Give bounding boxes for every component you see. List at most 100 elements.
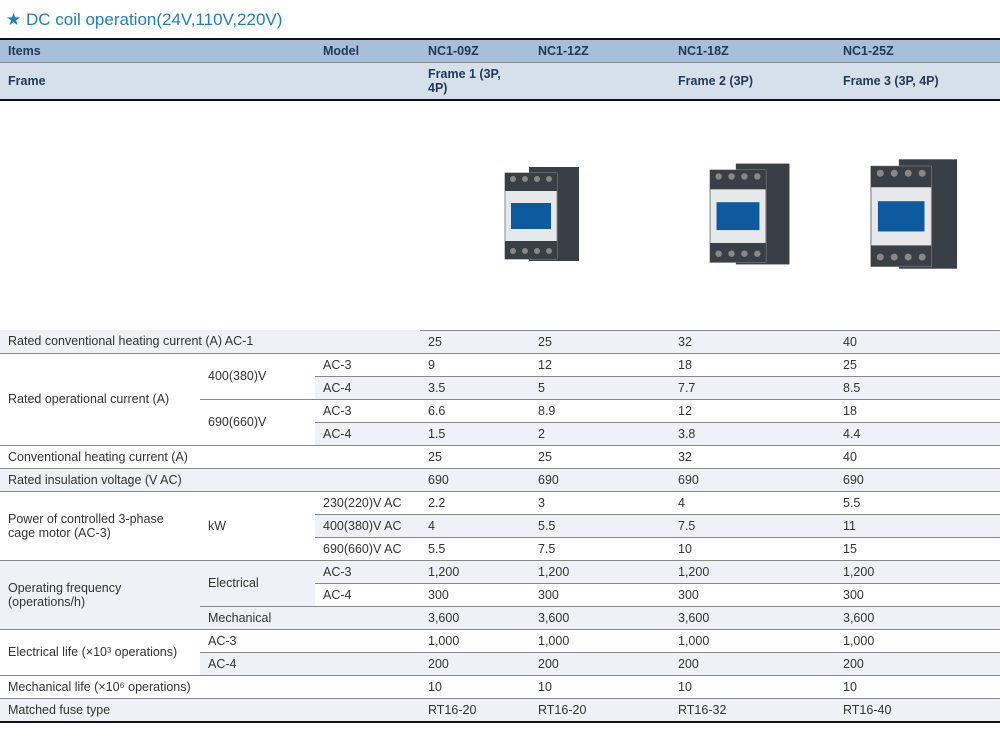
row-opfreq-ac3: Operating frequency (operations/h) Elect… bbox=[0, 560, 1000, 583]
cell: 7.5 bbox=[530, 537, 670, 560]
cell: 200 bbox=[530, 652, 670, 675]
cell: 18 bbox=[835, 399, 1000, 422]
label-ac3: AC-3 bbox=[315, 560, 420, 583]
row-power-230: Power of controlled 3-phase cage motor (… bbox=[0, 491, 1000, 514]
cell: 10 bbox=[420, 675, 530, 698]
cell: 200 bbox=[835, 652, 1000, 675]
header-row: Items Model NC1-09Z NC1-12Z NC1-18Z NC1-… bbox=[0, 39, 1000, 63]
label-power: Power of controlled 3-phase cage motor (… bbox=[0, 491, 200, 560]
cell: 25 bbox=[420, 445, 530, 468]
label-ac4: AC-4 bbox=[315, 376, 420, 399]
cell: 1,200 bbox=[530, 560, 670, 583]
spec-table: Items Model NC1-09Z NC1-12Z NC1-18Z NC1-… bbox=[0, 38, 1000, 723]
frame-2: Frame 2 (3P) bbox=[670, 63, 835, 101]
cell: 12 bbox=[530, 353, 670, 376]
contactor-icon bbox=[855, 150, 980, 278]
label-mechanical: Mechanical bbox=[200, 606, 420, 629]
cell: 7.7 bbox=[670, 376, 835, 399]
cell: 1,200 bbox=[835, 560, 1000, 583]
row-fuse: Matched fuse type RT16-20 RT16-20 RT16-3… bbox=[0, 698, 1000, 722]
label-400: 400(380)V AC bbox=[315, 514, 420, 537]
cell: 690 bbox=[835, 468, 1000, 491]
cell: 300 bbox=[420, 583, 530, 606]
cell: 18 bbox=[670, 353, 835, 376]
label-rated-op: Rated operational current (A) bbox=[0, 353, 200, 445]
label: Conventional heating current (A) bbox=[0, 445, 420, 468]
label-ac4: AC-4 bbox=[200, 652, 420, 675]
label-ac3: AC-3 bbox=[315, 399, 420, 422]
label: Rated insulation voltage (V AC) bbox=[0, 468, 420, 491]
cell: 3,600 bbox=[420, 606, 530, 629]
cell: 25 bbox=[420, 330, 530, 353]
cell: 3,600 bbox=[835, 606, 1000, 629]
hdr-items: Items bbox=[0, 39, 315, 63]
cell: 10 bbox=[835, 675, 1000, 698]
cell: 25 bbox=[530, 445, 670, 468]
frame-0: Frame 1 (3P, 4P) bbox=[420, 63, 530, 101]
label-400: 400(380)V bbox=[200, 353, 315, 399]
hdr-m3: NC1-25Z bbox=[835, 39, 1000, 63]
cell: 32 bbox=[670, 445, 835, 468]
label-690: 690(660)V AC bbox=[315, 537, 420, 560]
cell: 10 bbox=[670, 537, 835, 560]
hdr-m0: NC1-09Z bbox=[420, 39, 530, 63]
cell: 4.4 bbox=[835, 422, 1000, 445]
contactor-icon bbox=[698, 155, 808, 273]
cell: 3 bbox=[530, 491, 670, 514]
cell: 1,000 bbox=[835, 629, 1000, 652]
cell: 5 bbox=[530, 376, 670, 399]
cell: 15 bbox=[835, 537, 1000, 560]
cell: 3.5 bbox=[420, 376, 530, 399]
label-ac3: AC-3 bbox=[315, 353, 420, 376]
cell: 32 bbox=[670, 330, 835, 353]
cell: 5.5 bbox=[530, 514, 670, 537]
label-690: 690(660)V bbox=[200, 399, 315, 445]
hdr-m1: NC1-12Z bbox=[530, 39, 670, 63]
frame-1 bbox=[530, 63, 670, 101]
cell: 3,600 bbox=[670, 606, 835, 629]
cell: 4 bbox=[420, 514, 530, 537]
label-ac4: AC-4 bbox=[315, 583, 420, 606]
contactor-icon bbox=[495, 159, 595, 269]
cell: 7.5 bbox=[670, 514, 835, 537]
row-op-400-ac3: Rated operational current (A) 400(380)V … bbox=[0, 353, 1000, 376]
hdr-model: Model bbox=[315, 39, 420, 63]
cell: 11 bbox=[835, 514, 1000, 537]
cell: 1,000 bbox=[530, 629, 670, 652]
page-title: ★ DC coil operation(24V,110V,220V) bbox=[0, 0, 1000, 38]
cell: 690 bbox=[530, 468, 670, 491]
cell: 8.5 bbox=[835, 376, 1000, 399]
hdr-m2: NC1-18Z bbox=[670, 39, 835, 63]
cell: 1.5 bbox=[420, 422, 530, 445]
label-ac4: AC-4 bbox=[315, 422, 420, 445]
cell: 1,000 bbox=[670, 629, 835, 652]
row-rated-insul: Rated insulation voltage (V AC) 690 690 … bbox=[0, 468, 1000, 491]
cell: 300 bbox=[530, 583, 670, 606]
cell: 3,600 bbox=[530, 606, 670, 629]
cell: 8.9 bbox=[530, 399, 670, 422]
label-electrical: Electrical bbox=[200, 560, 315, 606]
product-image-1 bbox=[420, 100, 670, 330]
product-image-2 bbox=[670, 100, 835, 330]
label-kw: kW bbox=[200, 491, 315, 560]
row-rated-conv-heat: Rated conventional heating current (A) A… bbox=[0, 330, 1000, 353]
cell: 1,000 bbox=[420, 629, 530, 652]
cell: 1,200 bbox=[670, 560, 835, 583]
cell: RT16-20 bbox=[420, 698, 530, 722]
label-230: 230(220)V AC bbox=[315, 491, 420, 514]
cell: 300 bbox=[835, 583, 1000, 606]
cell: 12 bbox=[670, 399, 835, 422]
label-opfreq: Operating frequency (operations/h) bbox=[0, 560, 200, 629]
cell: 6.6 bbox=[420, 399, 530, 422]
row-elife-ac3: Electrical life (×10³ operations) AC-3 1… bbox=[0, 629, 1000, 652]
cell: 690 bbox=[420, 468, 530, 491]
label-ac3: AC-3 bbox=[200, 629, 420, 652]
cell: RT16-20 bbox=[530, 698, 670, 722]
cell: 200 bbox=[420, 652, 530, 675]
cell: 300 bbox=[670, 583, 835, 606]
label: Mechanical life (×10⁶ operations) bbox=[0, 675, 420, 698]
cell: 200 bbox=[670, 652, 835, 675]
cell: 10 bbox=[530, 675, 670, 698]
cell: RT16-40 bbox=[835, 698, 1000, 722]
cell: 5.5 bbox=[420, 537, 530, 560]
